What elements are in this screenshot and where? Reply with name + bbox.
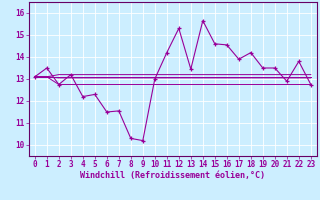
X-axis label: Windchill (Refroidissement éolien,°C): Windchill (Refroidissement éolien,°C) bbox=[80, 171, 265, 180]
